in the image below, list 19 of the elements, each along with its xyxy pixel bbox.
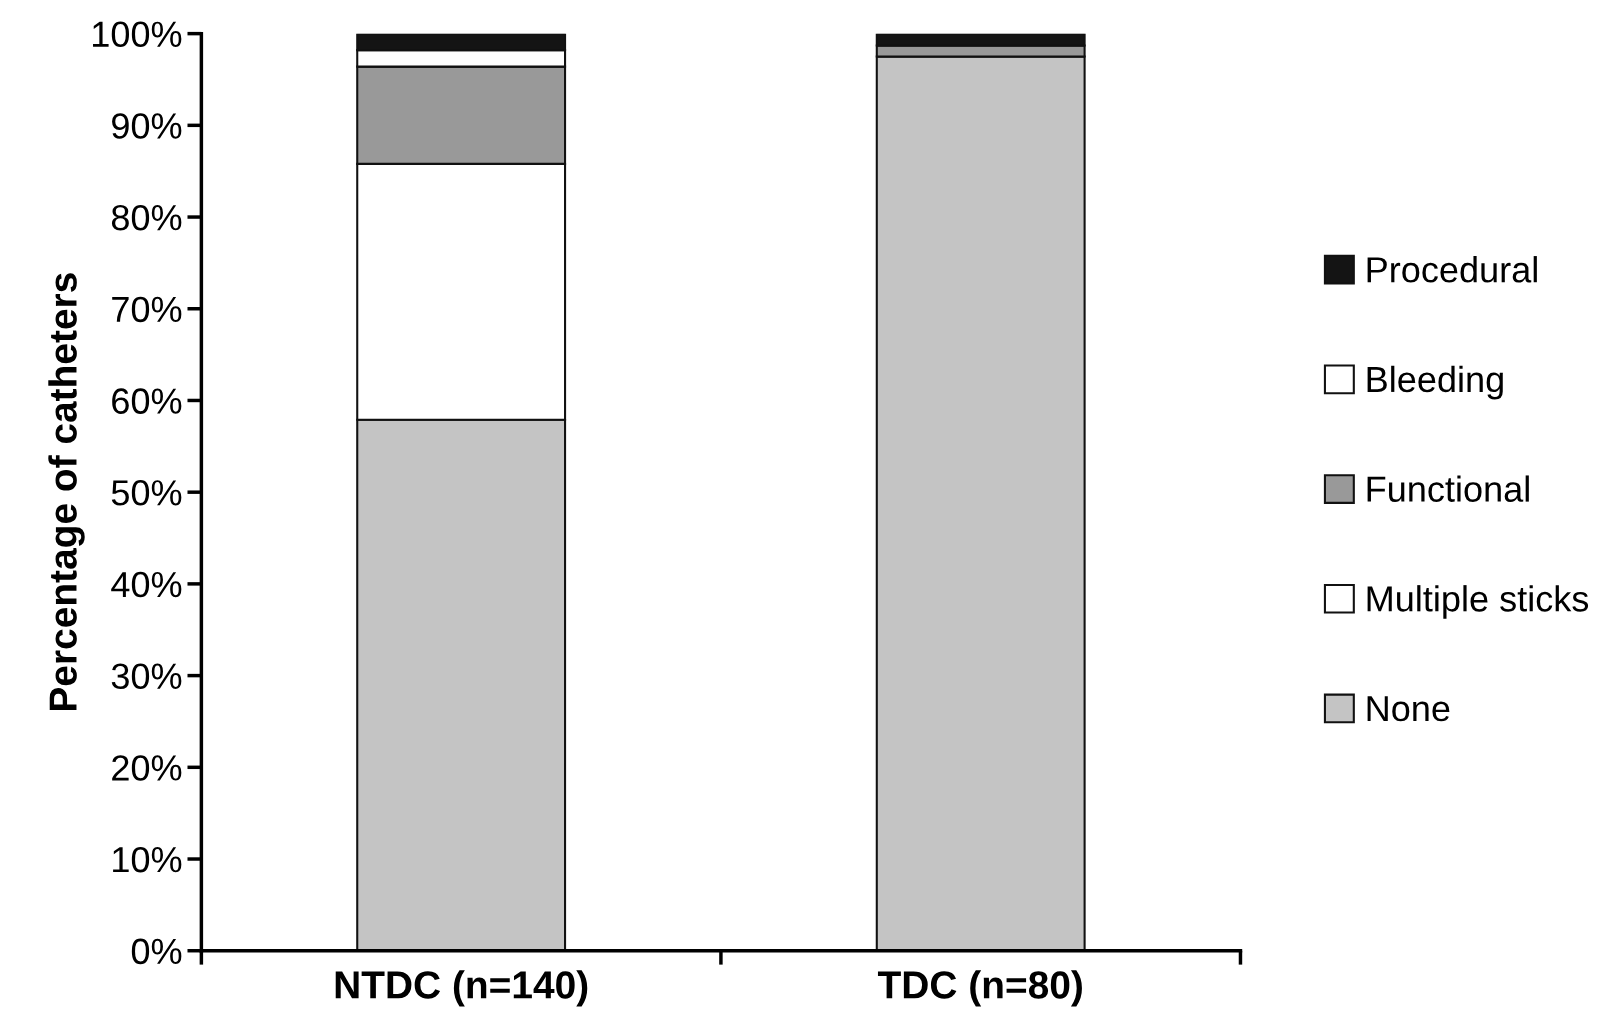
y-tick-label: 50% bbox=[111, 480, 182, 506]
y-tick-label: 20% bbox=[112, 755, 182, 781]
y-tick-label: 90% bbox=[112, 113, 182, 139]
legend-label: Bleeding bbox=[1367, 365, 1503, 400]
y-tick-label: 60% bbox=[112, 388, 182, 414]
y-tick-label: 0% bbox=[131, 938, 182, 965]
y-tick-label: 100% bbox=[93, 21, 182, 48]
y-tick-label: 30% bbox=[111, 663, 182, 690]
y-tick-label: 80% bbox=[111, 204, 182, 231]
legend-label: Functional bbox=[1367, 475, 1529, 502]
y-tick-label: 70% bbox=[112, 296, 182, 323]
legend-label: Multiple sticks bbox=[1367, 585, 1589, 619]
y-tick-label: 10% bbox=[113, 846, 182, 873]
legend-label: None bbox=[1367, 696, 1450, 722]
y-tick-label: 40% bbox=[111, 571, 182, 598]
legend-label: Procedural bbox=[1367, 256, 1537, 283]
y-axis-title: Percentage of catheters bbox=[48, 273, 85, 711]
x-tick-label: TDC (n=80) bbox=[877, 970, 1082, 1007]
x-tick-label: NTDC (n=140) bbox=[335, 970, 588, 1007]
